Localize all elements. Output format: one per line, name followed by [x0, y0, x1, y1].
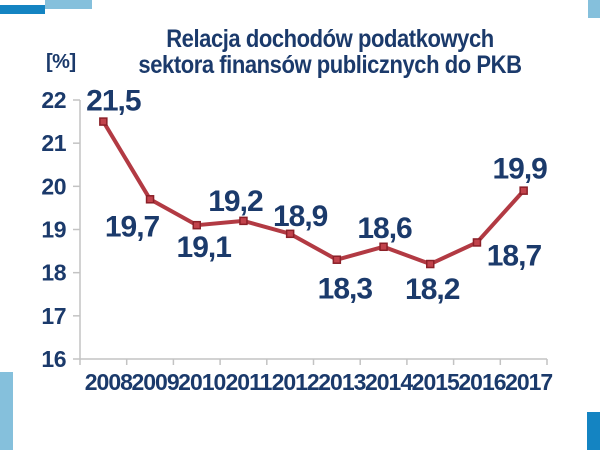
- x-tick-label: 2014: [365, 369, 413, 395]
- x-tick-label: 2017: [505, 369, 552, 395]
- data-point-label: 18,9: [273, 200, 328, 233]
- y-axis-unit-label: [%]: [46, 51, 76, 73]
- chart-title-line2: sektora finansów publicznych do PKB: [138, 51, 522, 79]
- decor-bar-top-left-light: [45, 0, 92, 9]
- y-tick-label: 17: [41, 303, 66, 329]
- data-point-marker: [426, 259, 435, 269]
- data-point-label: 19,2: [208, 185, 263, 218]
- x-tick-label: 2016: [458, 369, 505, 395]
- y-tick-label: 22: [41, 87, 66, 113]
- x-tick-label: 2011: [225, 369, 272, 395]
- data-point-marker: [379, 242, 388, 252]
- x-tick-label: 2009: [131, 369, 178, 395]
- data-point-marker: [145, 195, 155, 204]
- data-point-label: 18,6: [357, 212, 412, 245]
- data-point-marker: [192, 220, 201, 230]
- decor-bar-bottom-right-dark: [587, 412, 600, 450]
- chart-title: Relacja dochodów podatkowych sektora fin…: [101, 26, 559, 78]
- decor-bar-top-right-light: [588, 0, 600, 18]
- decor-bar-top-left-dark: [0, 5, 45, 14]
- data-point-marker: [99, 117, 108, 126]
- y-tick-label: 18: [41, 260, 66, 286]
- data-point-label: 18,2: [405, 273, 460, 306]
- data-line: [101, 120, 526, 267]
- data-point-marker: [472, 238, 482, 247]
- y-tick-label: 20: [41, 173, 66, 199]
- data-point-marker: [239, 216, 248, 226]
- data-point-label: 18,7: [487, 239, 542, 272]
- data-point-label: 19,9: [492, 153, 547, 186]
- y-tick-label: 16: [41, 346, 66, 372]
- x-tick-label: 2013: [318, 369, 365, 395]
- x-tick-label: 2010: [178, 369, 225, 395]
- x-tick-label: 2012: [272, 369, 319, 395]
- chart-title-line1: Relacja dochodów podatkowych: [166, 25, 494, 53]
- data-point-label: 19,7: [105, 210, 160, 243]
- data-point-marker: [332, 255, 342, 264]
- decor-bar-bottom-left-light: [0, 372, 13, 450]
- data-point-label: 18,3: [318, 273, 373, 306]
- x-tick-label: 2015: [412, 369, 460, 395]
- data-point-marker: [519, 186, 528, 195]
- y-tick-label: 21: [41, 130, 66, 156]
- data-point-label: 19,1: [177, 231, 232, 264]
- data-point-label: 21,5: [86, 85, 141, 118]
- y-tick-label: 19: [41, 217, 66, 243]
- x-tick-label: 2008: [85, 369, 133, 395]
- data-point-marker: [285, 229, 295, 239]
